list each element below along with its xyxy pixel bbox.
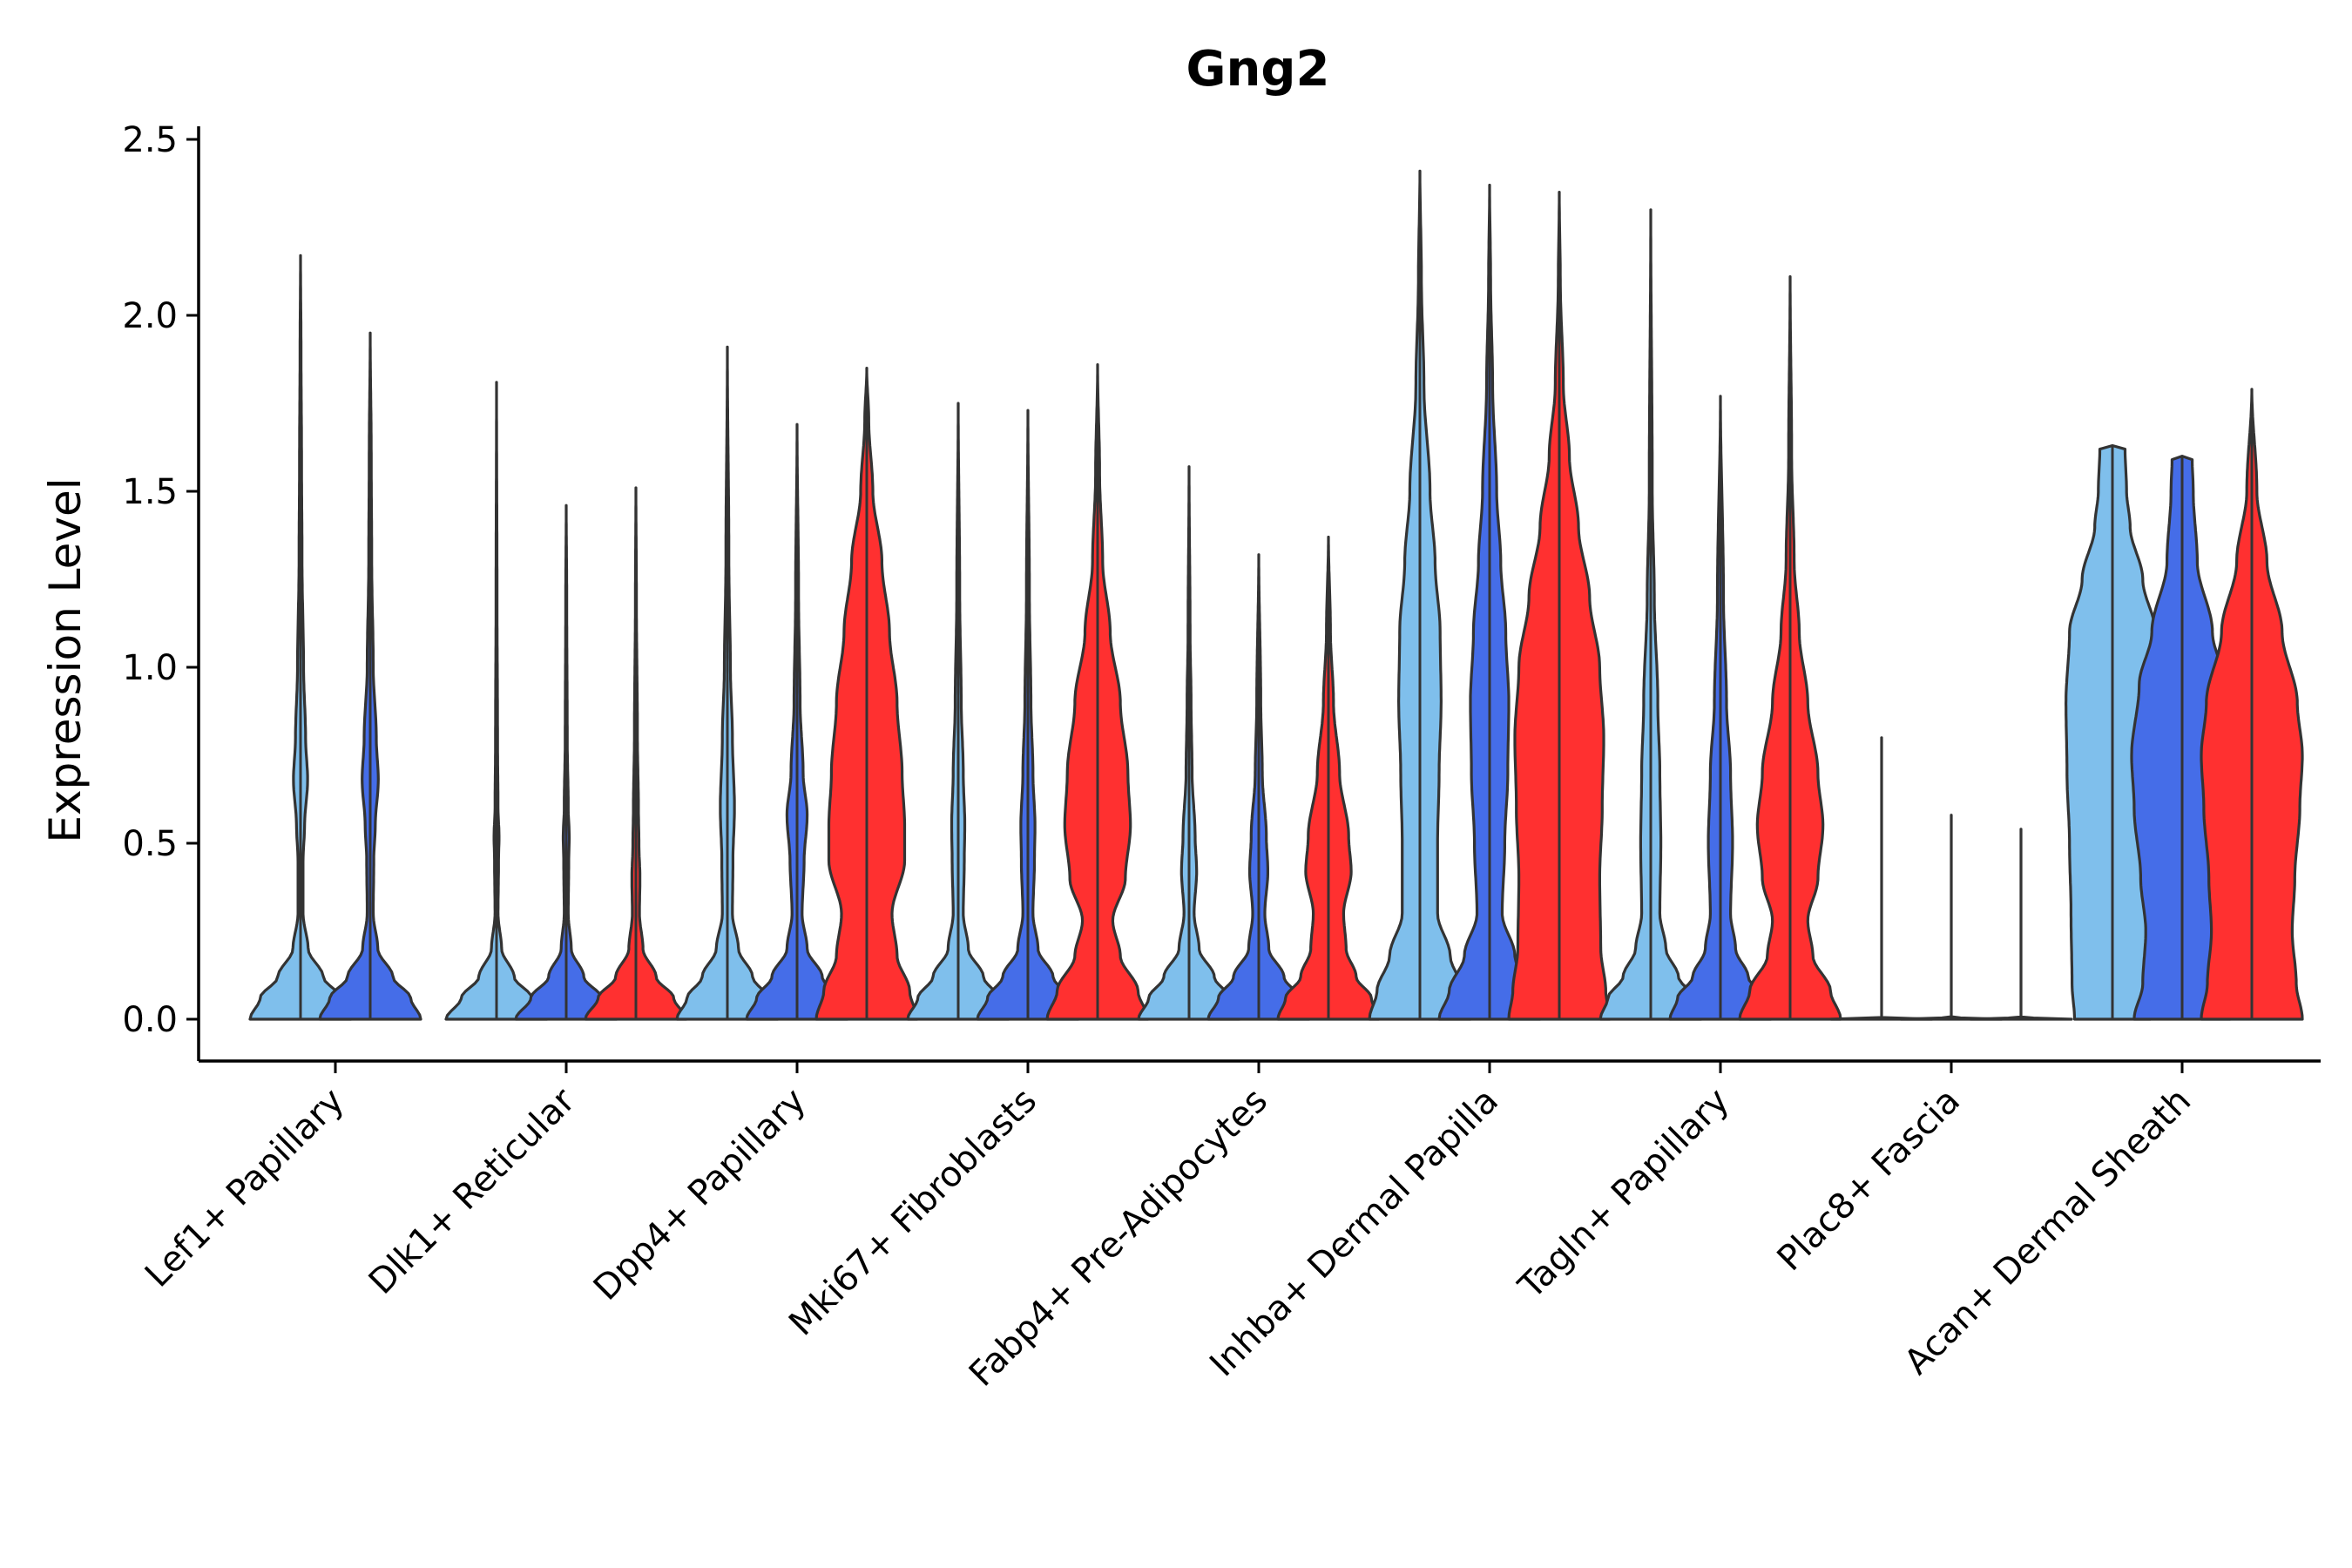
x-tick-label: Dlk1+ Reticular — [362, 1080, 584, 1302]
chart-title: Gng2 — [1186, 41, 1330, 98]
x-tick-label: Mki67+ Fibroblasts — [781, 1081, 1044, 1344]
y-tick-label: 0.0 — [122, 1000, 178, 1040]
violins-layer — [248, 169, 2304, 1021]
x-tick-label: Lef1+ Papillary — [138, 1081, 352, 1295]
x-tick-label: Dpp4+ Papillary — [586, 1081, 814, 1308]
y-tick-label: 0.5 — [122, 824, 178, 864]
y-tick-label: 1.5 — [122, 472, 178, 512]
axes-layer: Lef1+ Papillary Dlk1+ Reticular Dpp4+ Papi… — [122, 120, 2321, 1395]
y-tick-label: 1.0 — [122, 648, 178, 688]
x-tick-label: Tagln+ Papillary — [1511, 1081, 1737, 1308]
y-tick-label: 2.0 — [122, 296, 178, 336]
x-tick-label: Plac8+ Fascia — [1770, 1081, 1969, 1280]
y-axis-label: Expression Level — [40, 477, 91, 842]
y-tick-label: 2.5 — [122, 120, 178, 160]
